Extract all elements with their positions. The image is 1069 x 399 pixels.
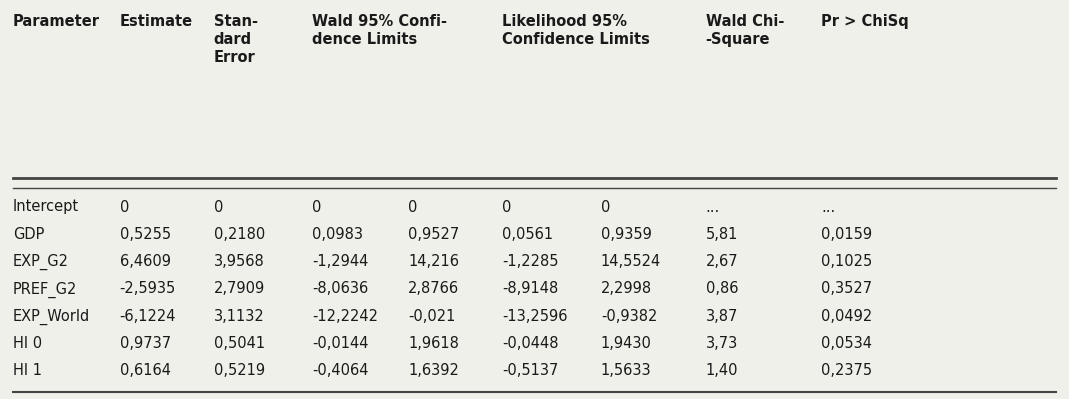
Text: -8,0636: -8,0636 <box>312 282 369 296</box>
Text: 0,86: 0,86 <box>706 282 738 296</box>
Text: -0,4064: -0,4064 <box>312 363 369 379</box>
Text: EXP_World: EXP_World <box>13 309 90 325</box>
Text: Wald Chi-
-Square: Wald Chi- -Square <box>706 14 784 47</box>
Text: -0,9382: -0,9382 <box>601 309 657 324</box>
Text: 0: 0 <box>120 200 129 215</box>
Text: 2,7909: 2,7909 <box>214 282 265 296</box>
Text: 3,9568: 3,9568 <box>214 254 264 269</box>
Text: -6,1224: -6,1224 <box>120 309 176 324</box>
Text: 0,3527: 0,3527 <box>821 282 872 296</box>
Text: 2,67: 2,67 <box>706 254 739 269</box>
Text: 0,0983: 0,0983 <box>312 227 363 242</box>
Text: ...: ... <box>821 200 835 215</box>
Text: 0,0159: 0,0159 <box>821 227 872 242</box>
Text: 14,216: 14,216 <box>408 254 460 269</box>
Text: 0,0561: 0,0561 <box>502 227 554 242</box>
Text: Intercept: Intercept <box>13 200 79 215</box>
Text: -1,2285: -1,2285 <box>502 254 559 269</box>
Text: 14,5524: 14,5524 <box>601 254 661 269</box>
Text: Pr > ChiSq: Pr > ChiSq <box>821 14 909 29</box>
Text: 1,6392: 1,6392 <box>408 363 460 379</box>
Text: 1,9618: 1,9618 <box>408 336 460 351</box>
Text: 3,1132: 3,1132 <box>214 309 264 324</box>
Text: -0,021: -0,021 <box>408 309 455 324</box>
Text: HI 1: HI 1 <box>13 363 42 379</box>
Text: 2,8766: 2,8766 <box>408 282 460 296</box>
Text: 0: 0 <box>408 200 418 215</box>
Text: 0: 0 <box>312 200 322 215</box>
Text: 0,5041: 0,5041 <box>214 336 265 351</box>
Text: 0,2180: 0,2180 <box>214 227 265 242</box>
Text: GDP: GDP <box>13 227 44 242</box>
Text: 0: 0 <box>214 200 223 215</box>
Text: Estimate: Estimate <box>120 14 192 29</box>
Text: HI 0: HI 0 <box>13 336 42 351</box>
Text: 0,6164: 0,6164 <box>120 363 171 379</box>
Text: 1,40: 1,40 <box>706 363 738 379</box>
Text: EXP_G2: EXP_G2 <box>13 254 68 271</box>
Text: 3,87: 3,87 <box>706 309 738 324</box>
Text: ...: ... <box>706 200 719 215</box>
Text: -0,0448: -0,0448 <box>502 336 559 351</box>
Text: Parameter: Parameter <box>13 14 99 29</box>
Text: 0,0534: 0,0534 <box>821 336 872 351</box>
Text: 1,5633: 1,5633 <box>601 363 651 379</box>
Text: -1,2944: -1,2944 <box>312 254 369 269</box>
Text: 3,73: 3,73 <box>706 336 738 351</box>
Text: 0,9527: 0,9527 <box>408 227 460 242</box>
Text: 0,9359: 0,9359 <box>601 227 652 242</box>
Text: -2,5935: -2,5935 <box>120 282 176 296</box>
Text: -0,0144: -0,0144 <box>312 336 369 351</box>
Text: 0,1025: 0,1025 <box>821 254 872 269</box>
Text: 1,9430: 1,9430 <box>601 336 652 351</box>
Text: 0: 0 <box>502 200 512 215</box>
Text: -12,2242: -12,2242 <box>312 309 378 324</box>
Text: -13,2596: -13,2596 <box>502 309 568 324</box>
Text: 0,2375: 0,2375 <box>821 363 872 379</box>
Text: 6,4609: 6,4609 <box>120 254 171 269</box>
Text: 0,5219: 0,5219 <box>214 363 265 379</box>
Text: Wald 95% Confi-
dence Limits: Wald 95% Confi- dence Limits <box>312 14 447 47</box>
Text: Likelihood 95%
Confidence Limits: Likelihood 95% Confidence Limits <box>502 14 650 47</box>
Text: Stan-
dard
Error: Stan- dard Error <box>214 14 258 65</box>
Text: 5,81: 5,81 <box>706 227 738 242</box>
Text: -0,5137: -0,5137 <box>502 363 559 379</box>
Text: 0,0492: 0,0492 <box>821 309 872 324</box>
Text: 0: 0 <box>601 200 610 215</box>
Text: PREF_G2: PREF_G2 <box>13 282 77 298</box>
Text: 2,2998: 2,2998 <box>601 282 652 296</box>
Text: -8,9148: -8,9148 <box>502 282 559 296</box>
Text: 0,9737: 0,9737 <box>120 336 171 351</box>
Text: 0,5255: 0,5255 <box>120 227 171 242</box>
